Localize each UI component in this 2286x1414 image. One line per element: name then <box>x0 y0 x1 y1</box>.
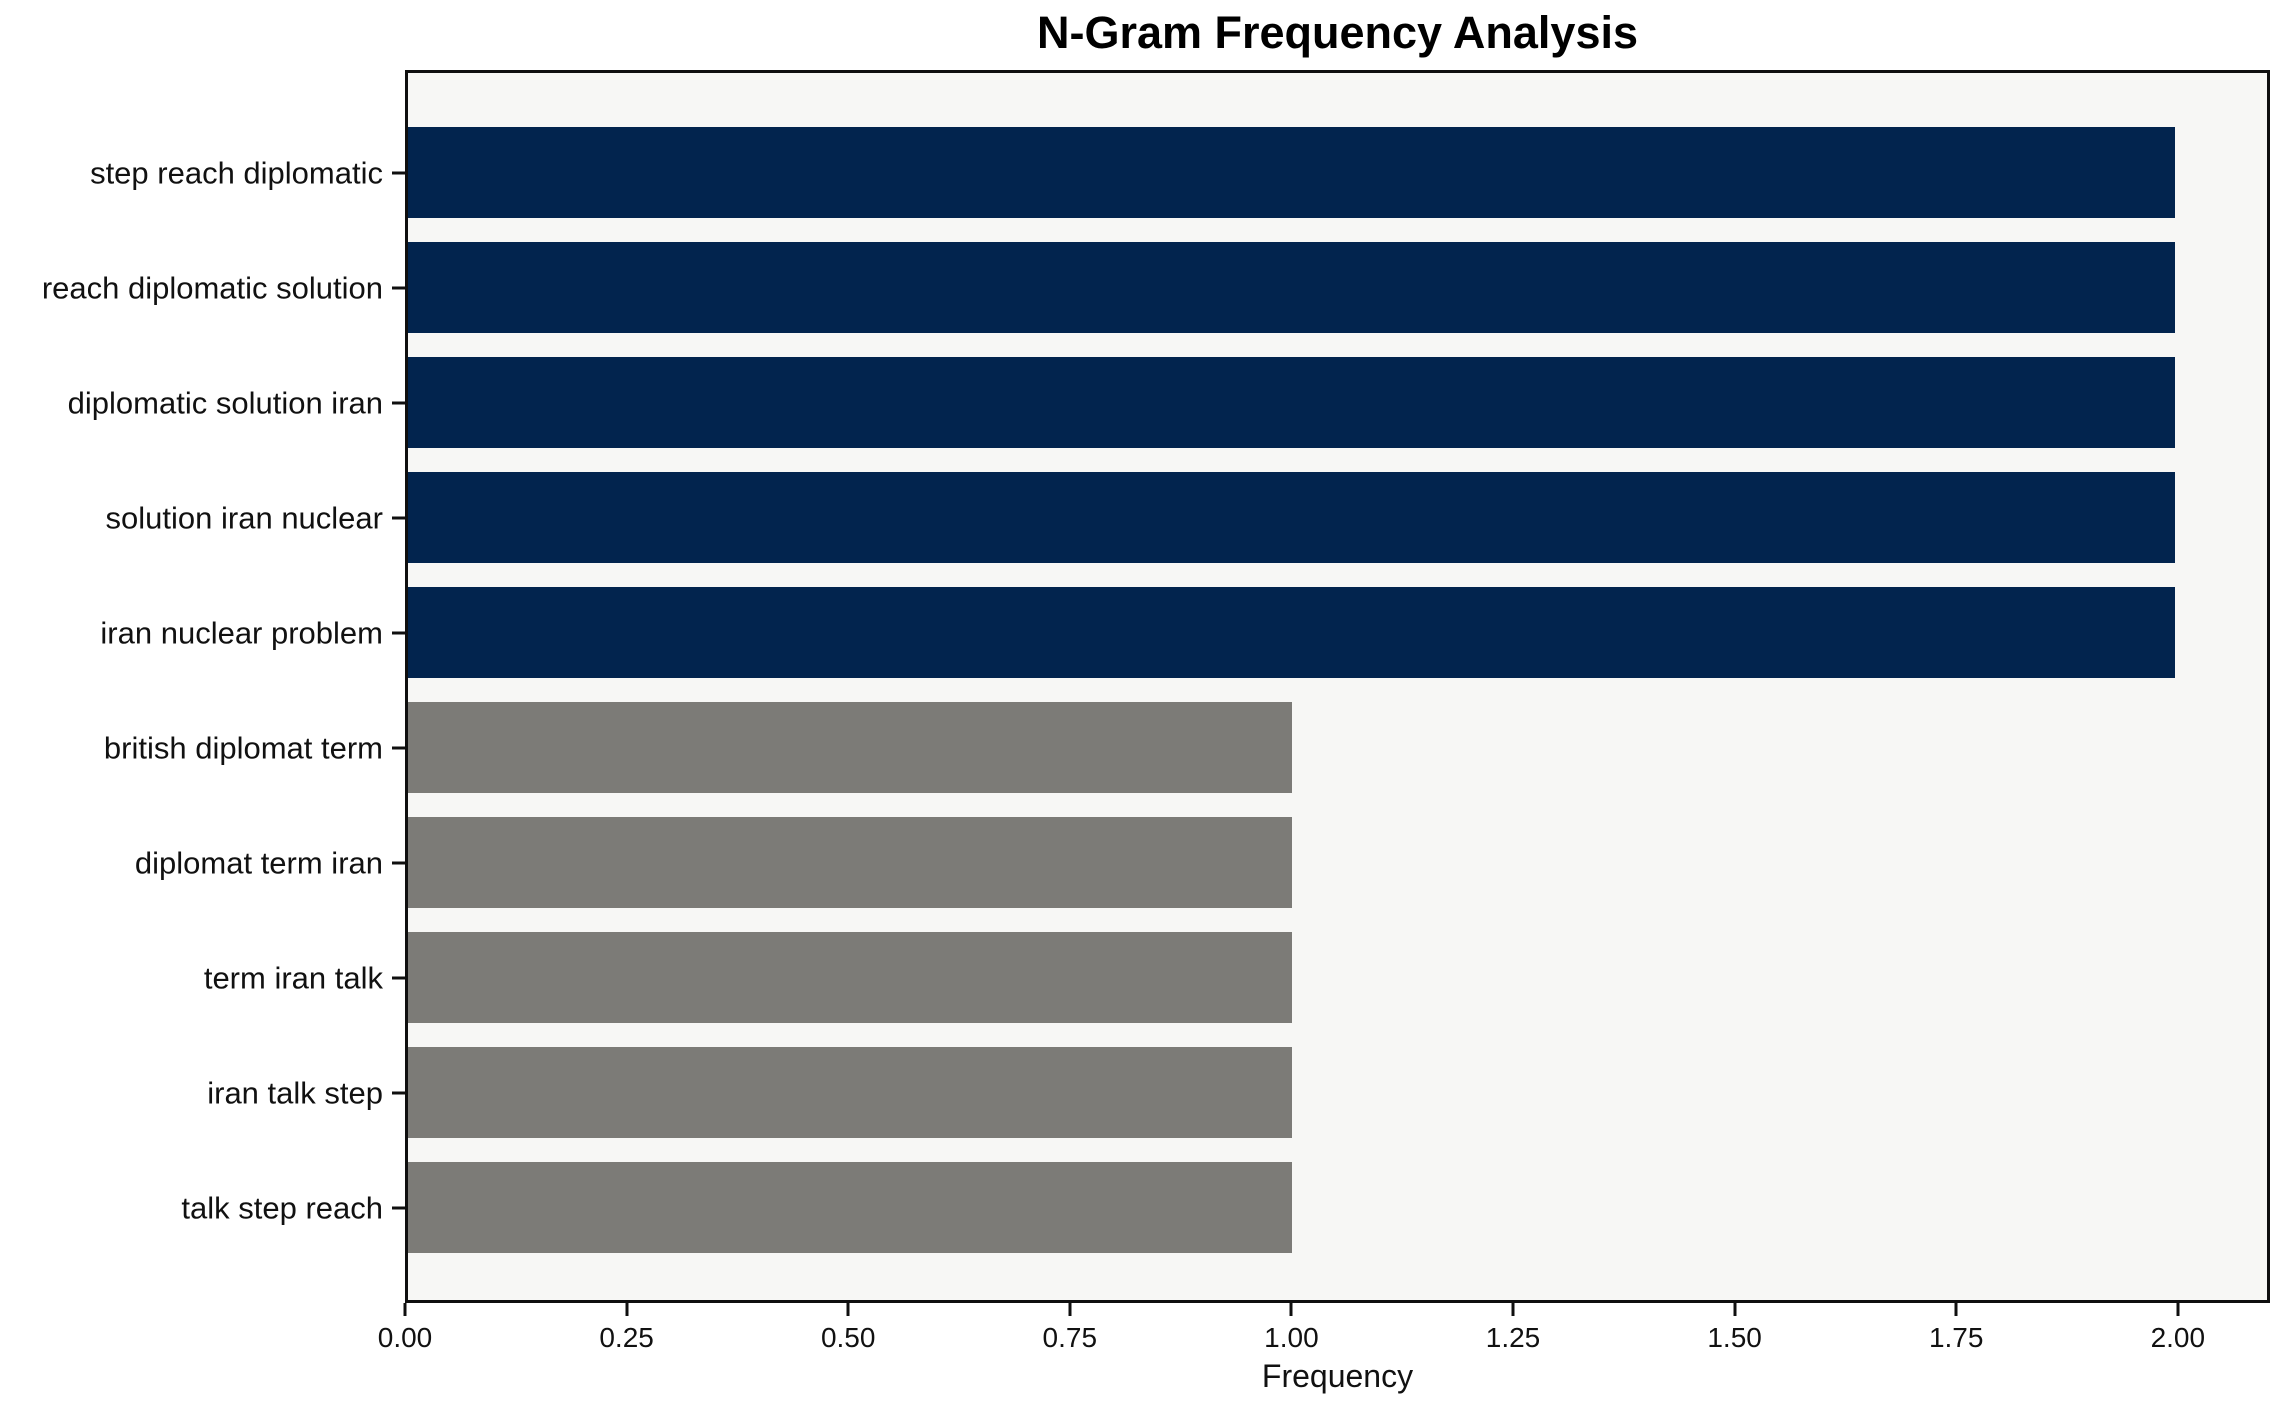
y-tick-label: term iran talk <box>203 960 383 995</box>
x-tick-mark <box>2176 1303 2180 1316</box>
y-tick-mark <box>392 976 405 979</box>
bar-diplomat-term-iran <box>408 817 1292 908</box>
x-tick-mark <box>403 1303 407 1316</box>
bar-row <box>408 127 2267 218</box>
bar-british-diplomat-term <box>408 702 1292 793</box>
x-tick-mark <box>846 1303 850 1316</box>
x-tick-mark <box>1511 1303 1515 1316</box>
bar-talk-step-reach <box>408 1162 1292 1253</box>
bar-row <box>408 932 2267 1023</box>
bar-row <box>408 357 2267 448</box>
x-tick-label: 0.25 <box>599 1322 654 1353</box>
bar-row <box>408 702 2267 793</box>
x-tick-label: 1.25 <box>1485 1322 1541 1353</box>
y-tick-mark <box>392 171 405 174</box>
bar-row <box>408 1047 2267 1138</box>
x-tick-label: 1.75 <box>1928 1322 1984 1353</box>
y-tick-label: diplomat term iran <box>134 845 383 880</box>
bar-row <box>408 1162 2267 1253</box>
x-tick-mark <box>1954 1303 1958 1316</box>
y-tick-label: talk step reach <box>181 1190 383 1225</box>
y-tick-mark <box>392 286 405 289</box>
x-tick-mark <box>625 1303 629 1316</box>
y-tick-mark <box>392 1091 405 1094</box>
bar-row <box>408 242 2267 333</box>
y-tick-label: step reach diplomatic <box>90 155 383 190</box>
plot-area <box>405 70 2270 1303</box>
y-tick-mark <box>392 746 405 749</box>
y-tick-mark <box>392 516 405 519</box>
chart-title: N-Gram Frequency Analysis <box>1036 7 1639 58</box>
y-tick-mark <box>392 1206 405 1209</box>
x-tick-label: 1.50 <box>1707 1322 1762 1353</box>
bar-row <box>408 817 2267 908</box>
y-tick-label: reach diplomatic solution <box>41 270 383 305</box>
bar-step-reach-diplomatic <box>408 127 2176 218</box>
x-tick-label: 1.00 <box>1264 1322 1319 1353</box>
y-tick-label: diplomatic solution iran <box>67 385 383 420</box>
y-tick-mark <box>392 631 405 634</box>
y-tick-mark <box>392 861 405 864</box>
x-tick-label: 2.00 <box>2150 1322 2206 1353</box>
bar-row <box>408 472 2267 563</box>
y-tick-label: iran nuclear problem <box>100 615 383 650</box>
x-tick-mark <box>1068 1303 1072 1316</box>
bar-iran-talk-step <box>408 1047 1292 1138</box>
x-axis-label: Frequency <box>1261 1358 1414 1394</box>
bar-solution-iran-nuclear <box>408 472 2176 563</box>
bar-term-iran-talk <box>408 932 1292 1023</box>
x-tick-label: 0.00 <box>377 1322 433 1353</box>
x-tick-mark <box>1289 1303 1293 1316</box>
y-tick-label: iran talk step <box>207 1075 383 1110</box>
bar-iran-nuclear-problem <box>408 587 2176 678</box>
x-tick-label: 0.75 <box>1042 1322 1098 1353</box>
bar-row <box>408 587 2267 678</box>
y-tick-label: solution iran nuclear <box>105 500 383 535</box>
x-tick-mark <box>1733 1303 1737 1316</box>
y-tick-label: british diplomat term <box>103 730 383 765</box>
y-tick-mark <box>392 401 405 404</box>
bar-reach-diplomatic-solution <box>408 242 2176 333</box>
bar-diplomatic-solution-iran <box>408 357 2176 448</box>
x-tick-label: 0.50 <box>820 1322 876 1353</box>
